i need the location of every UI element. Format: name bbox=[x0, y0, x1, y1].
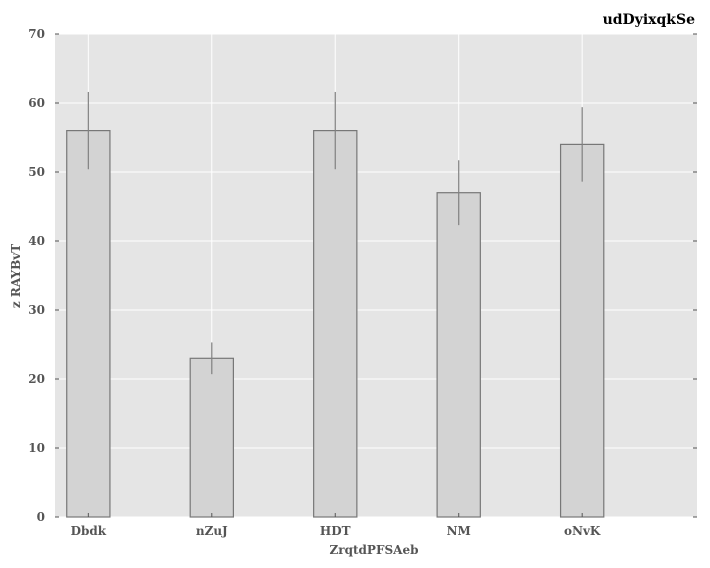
bars bbox=[66, 130, 605, 518]
bar-Dbdk bbox=[66, 130, 111, 518]
x-tick-label: Dbdk bbox=[71, 524, 107, 538]
y-tick-label: 70 bbox=[28, 27, 45, 41]
y-tick-label: 60 bbox=[28, 96, 45, 110]
x-axis-label: ZrqtdPFSAeb bbox=[330, 543, 419, 557]
x-axis-ticks: Dbdk nZuJ HDT NM oNvK bbox=[71, 513, 601, 538]
bar-nZuJ bbox=[189, 357, 235, 518]
y-axis-label: z RAYBvT bbox=[9, 244, 23, 308]
y-axis-ticks: 0 10 20 30 40 50 60 70 bbox=[28, 27, 697, 524]
y-tick-label: 50 bbox=[28, 165, 45, 179]
y-tick-label: 20 bbox=[28, 372, 45, 386]
y-tick-label: 0 bbox=[37, 510, 45, 524]
chart-title: udDyixqkSe bbox=[603, 12, 696, 28]
bar-NM bbox=[436, 192, 481, 518]
bar-HDT bbox=[313, 130, 358, 518]
x-tick-label: NM bbox=[447, 524, 471, 538]
x-tick-label: HDT bbox=[320, 524, 351, 538]
x-tick-label: oNvK bbox=[564, 524, 601, 538]
x-tick-label: nZuJ bbox=[196, 524, 228, 538]
y-tick-label: 40 bbox=[28, 234, 45, 248]
y-tick-label: 10 bbox=[28, 441, 45, 455]
y-tick-label: 30 bbox=[28, 303, 45, 317]
error-bars bbox=[87, 91, 583, 375]
bar-oNvK bbox=[559, 143, 605, 518]
